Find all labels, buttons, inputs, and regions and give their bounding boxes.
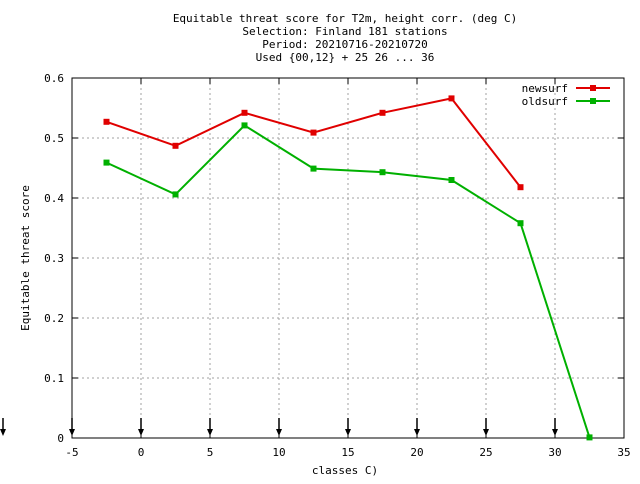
arrow-marker-head (0, 429, 6, 436)
data-point-oldsurf (586, 434, 593, 441)
y-tick-label: 0.1 (44, 372, 64, 385)
y-tick-label: 0.6 (44, 72, 64, 85)
y-tick-label: 0.3 (44, 252, 64, 265)
arrow-marker-head (276, 429, 282, 436)
data-point-oldsurf (310, 165, 317, 172)
arrow-marker-head (483, 429, 489, 436)
x-tick-label: -5 (65, 446, 78, 459)
legend-label-oldsurf: oldsurf (522, 95, 568, 108)
data-point-newsurf (172, 142, 179, 149)
data-point-newsurf (379, 109, 386, 116)
series-group (103, 95, 593, 441)
data-point-oldsurf (448, 177, 455, 183)
legend-marker-oldsurf (590, 98, 596, 104)
data-point-newsurf (517, 184, 524, 191)
series-line-newsurf (106, 97, 522, 188)
y-tick-label: 0.5 (44, 132, 64, 145)
title-line: Selection: Finland 181 stations (242, 25, 447, 38)
arrow-marker-head (552, 429, 558, 436)
data-point-oldsurf (172, 191, 179, 198)
arrow-marker-head (207, 429, 213, 436)
arrow-marker-head (345, 429, 351, 436)
y-axis-label: Equitable threat score (19, 185, 32, 331)
x-tick-label: 20 (410, 446, 423, 459)
x-tick-label: 35 (617, 446, 630, 459)
arrow-marker-head (138, 429, 144, 436)
data-point-oldsurf (241, 122, 248, 129)
x-tick-label: 0 (138, 446, 145, 459)
data-point-newsurf (310, 129, 317, 136)
data-point-newsurf (103, 118, 110, 125)
data-point-oldsurf (379, 169, 386, 176)
legend-label-newsurf: newsurf (522, 82, 568, 95)
x-tick-label: 5 (207, 446, 214, 459)
title-line: Equitable threat score for T2m, height c… (173, 12, 517, 25)
series-line-oldsurf (106, 124, 591, 438)
y-tick-label: 0 (57, 432, 64, 445)
arrow-markers (0, 418, 558, 436)
data-point-oldsurf (103, 159, 110, 166)
x-tick-label: 25 (479, 446, 492, 459)
title-line: Used {00,12} + 25 26 ... 36 (256, 51, 435, 64)
x-tick-label: 10 (272, 446, 285, 459)
data-point-oldsurf (517, 220, 524, 227)
x-axis-label: classes C) (312, 464, 378, 477)
x-tick-label: 15 (341, 446, 354, 459)
data-point-newsurf (241, 109, 248, 116)
x-tick-label: 30 (548, 446, 561, 459)
y-tick-label: 0.2 (44, 312, 64, 325)
arrow-marker-head (414, 429, 420, 436)
grid (72, 78, 624, 438)
data-point-newsurf (448, 95, 455, 102)
y-tick-label: 0.4 (44, 192, 64, 205)
legend-marker-newsurf (590, 85, 596, 91)
chart-title: Equitable threat score for T2m, height c… (173, 12, 517, 64)
title-line: Period: 20210716-20210720 (262, 38, 428, 51)
arrow-marker-head (69, 429, 75, 436)
